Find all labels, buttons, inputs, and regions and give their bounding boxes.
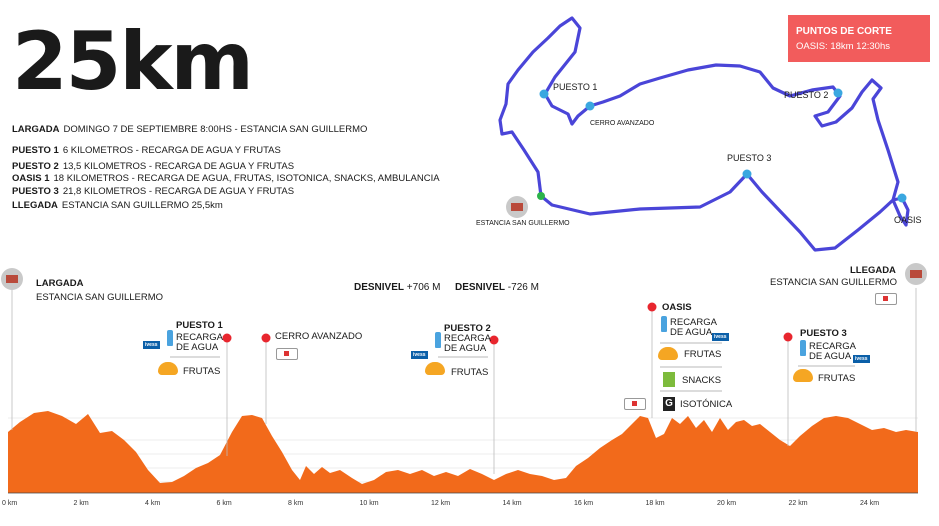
station-name-puesto1: PUESTO 1 [176,320,223,331]
map-label-oasis: OASIS [894,215,922,225]
map-markers [537,88,907,203]
station-name-cerro: CERRO AVANZADO [275,331,363,342]
station-name-oasis: OASIS [662,302,692,313]
oasis-ambulance-icon [624,398,646,410]
map-marker-start [537,192,545,200]
info-row-puesto2: PUESTO 2 13,5 KILOMETROS - RECARGA DE AGU… [12,161,295,172]
water-bottle-icon [435,332,441,348]
map-label-cerro: CERRO AVANZADO [590,120,655,127]
puesto3-fruit: FRUTAS [818,373,856,384]
elevation-area [8,411,918,493]
water-bottle-icon [167,330,173,346]
start-label: LARGADA [36,278,84,289]
marker-puesto1 [222,333,232,343]
oasis-water: RECARGA DE AGUA [670,317,717,338]
water-bottle-icon [661,316,667,332]
oasis-snacks: SNACKS [682,375,722,386]
puesto1-water: RECARGA DE AGUA [176,332,223,353]
map-label-puesto1: PUESTO 1 [553,82,598,92]
map-marker-puesto3 [742,169,752,179]
x-tick-label: 4 km [145,500,161,507]
puesto3-brand: ivess [853,354,870,363]
cut-points-heading: PUNTOS DE CORTE [796,26,892,37]
cut-points-text: OASIS: 18km 12:30hs [796,41,890,52]
fruit-icon [658,347,678,360]
x-tick-label: 6 km [216,500,232,507]
finish-place: ESTANCIA SAN GUILLERMO [770,277,898,288]
map-label-puesto3: PUESTO 3 [727,153,772,163]
x-tick-label: 14 km [502,500,522,507]
x-tick-label: 18 km [645,500,665,507]
marker-cerro [261,333,271,343]
map-marker-oasis [897,193,907,203]
map-marker-puesto2 [833,88,843,98]
finish-house-icon [905,263,927,285]
x-tick-label: 8 km [288,500,304,507]
info-row-puesto3: PUESTO 3 21,8 KILOMETROS - RECARGA DE AGU… [12,186,295,197]
station-name-puesto3: PUESTO 3 [800,328,847,339]
desnivel-negative: DESNIVEL -726 M [455,282,539,293]
start-place: ESTANCIA SAN GUILLERMO [36,292,164,303]
x-tick-label: 22 km [788,500,808,507]
snacks-icon [663,372,675,387]
desnivel-positive: DESNIVEL +706 M [354,282,441,293]
fruit-icon [425,362,445,375]
station-name-puesto2: PUESTO 2 [444,323,491,334]
info-row-oasis: OASIS 1 18 KILOMETROS - RECARGA DE AGUA, … [12,173,440,184]
marker-oasis [647,302,657,312]
finish-label: LLEGADA [850,265,896,276]
puesto2-brand: ivess [411,350,428,359]
x-tick-label: 0 km [2,500,18,507]
distance-title: 25km [12,15,254,108]
oasis-fruit: FRUTAS [684,349,722,360]
map-marker-puesto1 [539,89,549,99]
map-label-estancia: ESTANCIA SAN GUILLERMO [476,220,570,227]
x-tick-label: 10 km [359,500,379,507]
map-label-puesto2: PUESTO 2 [784,90,829,100]
finish-ambulance-icon [875,293,897,305]
water-bottle-icon [800,340,806,356]
info-row-llegada: LLEGADA ESTANCIA SAN GUILLERMO 25,5km [12,200,223,211]
route-line [498,16,910,252]
fruit-icon [158,362,178,375]
x-tick-label: 12 km [431,500,451,507]
x-tick-label: 2 km [73,500,89,507]
oasis-brand: ivess [712,332,729,341]
x-tick-label: 16 km [574,500,594,507]
estancia-map-icon [506,196,528,218]
map-marker-cerro [585,101,595,111]
start-house-icon [1,268,23,290]
fruit-icon [793,369,813,382]
info-row-largada: LARGADA DOMINGO 7 DE SEPTIEMBRE 8:00HS - … [12,124,368,135]
puesto3-water: RECARGA DE AGUA [809,341,856,362]
cerro-ambulance-icon [276,348,298,360]
marker-puesto2 [489,335,499,345]
oasis-iso: ISOTÓNICA [680,399,733,410]
puesto1-fruit: FRUTAS [183,366,221,377]
cut-points-box: PUNTOS DE CORTE OASIS: 18km 12:30hs [788,15,930,62]
isotonic-icon: G [663,397,675,411]
puesto2-fruit: FRUTAS [451,367,489,378]
x-tick-label: 20 km [717,500,737,507]
marker-puesto3 [783,332,793,342]
x-tick-label: 24 km [860,500,880,507]
puesto2-water: RECARGA DE AGUA [444,333,491,354]
puesto1-brand: ivess [143,340,160,349]
